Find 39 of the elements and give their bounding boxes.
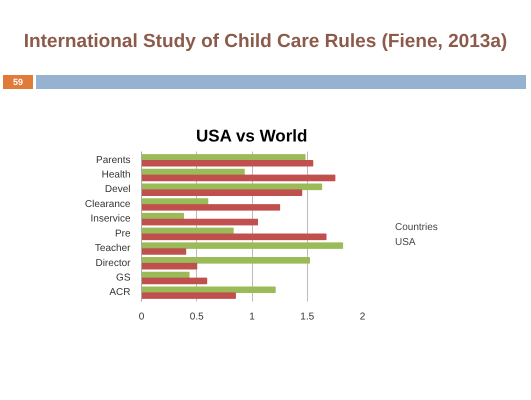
chart-title: USA vs World	[196, 126, 308, 146]
y-tick-label: Inservice	[90, 214, 131, 225]
bar	[142, 189, 302, 196]
bar	[142, 234, 327, 240]
bar	[142, 278, 208, 284]
y-tick-label: GS	[116, 272, 131, 284]
bar	[142, 242, 344, 249]
y-tick-label: ACR	[109, 287, 131, 298]
x-tick-label: 1.5	[300, 312, 315, 322]
bar	[142, 262, 198, 270]
text: 59	[3, 75, 33, 89]
bar	[142, 292, 236, 299]
bar	[142, 204, 280, 211]
bar	[142, 272, 190, 278]
text: USA	[395, 237, 416, 248]
bar	[142, 184, 322, 190]
y-tick-label: Teacher	[94, 243, 132, 254]
bar	[142, 154, 306, 161]
y-tick-label: Pre	[114, 228, 131, 240]
y-tick-label: Parents	[96, 154, 131, 166]
x-tick-label: 0	[138, 312, 145, 322]
y-tick-label: Director	[95, 258, 132, 269]
bar	[142, 174, 336, 182]
bar	[142, 286, 276, 294]
bar	[142, 212, 184, 220]
bar	[142, 257, 310, 264]
x-tick-label: 2	[360, 312, 366, 322]
bar	[142, 228, 234, 234]
y-tick-label: Health	[102, 170, 130, 181]
text: International Study of Child Care Rules (Fiene, 2013a)	[22, 30, 508, 54]
bar	[142, 198, 208, 205]
bar	[142, 160, 314, 167]
x-tick-label: 1	[249, 312, 256, 322]
bar	[142, 248, 186, 255]
y-tick-label: Devel	[104, 184, 131, 196]
text: Countries	[395, 222, 438, 233]
y-tick-label: Clearance	[84, 198, 131, 210]
x-tick-label: 0.5	[190, 312, 204, 322]
bar	[142, 218, 258, 226]
